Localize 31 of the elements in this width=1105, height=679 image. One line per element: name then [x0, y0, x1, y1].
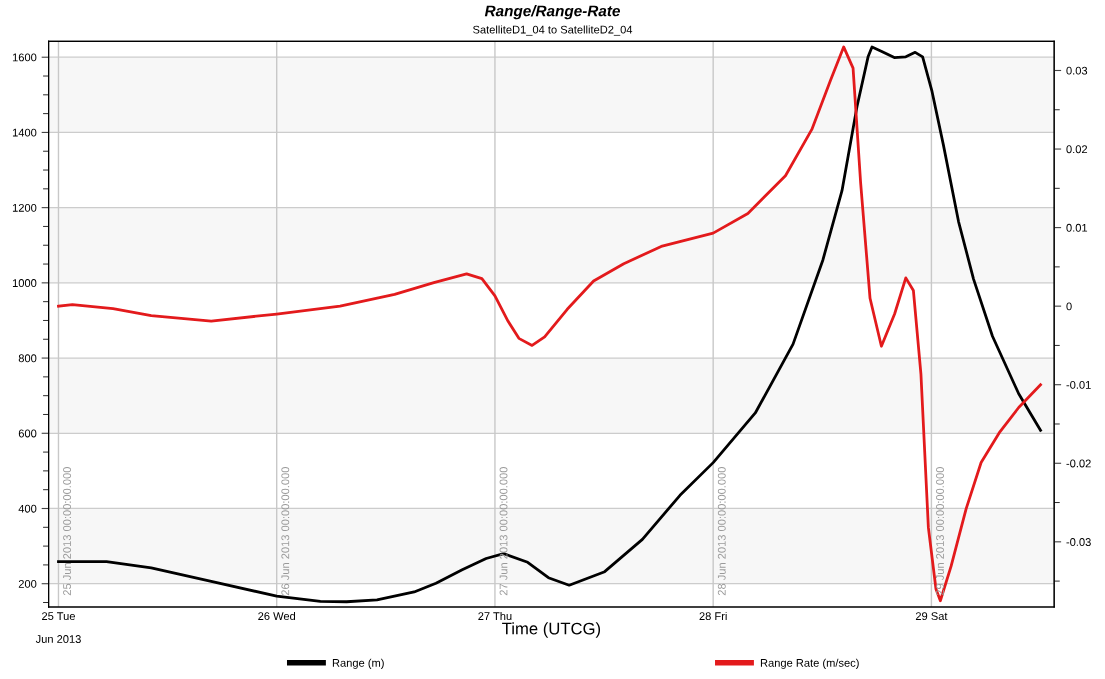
y-tick-label: 1400 — [12, 128, 37, 137]
y2-tick-label: -0.03 — [1066, 538, 1091, 546]
y2-tick-label: 0.03 — [1066, 66, 1088, 75]
x-axis-title: Time (UTCG) — [502, 622, 601, 638]
ref-line-label: 25 Jun 2013 00:00:00.000 — [63, 467, 71, 596]
ref-line-label: 29 Jun 2013 00:00:00.000 — [936, 467, 944, 596]
legend-label: Range Rate (m/sec) — [760, 658, 859, 669]
y-tick-label: 1000 — [12, 279, 37, 287]
y-tick-label: 600 — [18, 429, 37, 438]
x-tick-label: 26 Wed — [258, 611, 296, 621]
y-tick-label: 1600 — [12, 53, 37, 62]
chart-title: Range/Range-Rate — [484, 5, 620, 20]
y-tick-label: 400 — [18, 504, 37, 513]
ref-line-label: 26 Jun 2013 00:00:00.000 — [281, 467, 290, 596]
text: Jun 2013 — [35, 635, 81, 643]
y2-tick-label: -0.02 — [1066, 459, 1091, 468]
y-tick-label: 800 — [18, 354, 37, 363]
y2-tick-label: 0 — [1066, 302, 1072, 311]
x-tick-label: 27 Thu — [478, 611, 512, 621]
ref-line-label: 27 Jun 2013 00:00:00.000 — [499, 467, 508, 596]
ref-line-label: 28 Jun 2013 00:00:00.000 — [717, 467, 726, 596]
y2-tick-label: -0.01 — [1066, 380, 1091, 389]
x-tick-label: 28 Fri — [699, 611, 727, 621]
x-tick-label: 25 Tue — [42, 612, 75, 621]
chart-subtitle: SatelliteD1_04 to SatelliteD2_04 — [473, 25, 633, 36]
y2-tick-label: 0.01 — [1066, 223, 1088, 232]
legend-label: Range (m) — [332, 658, 384, 669]
y-tick-label: 200 — [18, 579, 37, 588]
x-tick-label: 29 Sat — [915, 612, 948, 621]
y2-tick-label: 0.02 — [1066, 145, 1088, 154]
y-tick-label: 1200 — [12, 203, 37, 212]
